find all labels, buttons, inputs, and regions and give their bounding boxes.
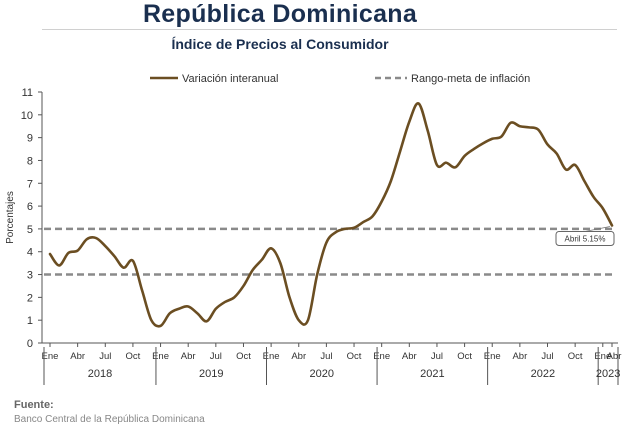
legend: Variación interanual Rango-meta de inflac…	[150, 73, 530, 85]
y-tick-label: 9	[27, 133, 33, 145]
year-label: 2018	[88, 368, 112, 380]
y-tick-label: 1	[27, 315, 33, 327]
y-tick-label: 6	[27, 201, 33, 213]
y-tick-label: 7	[27, 178, 33, 190]
x-tick-label: Jul	[431, 351, 443, 362]
year-label: 2020	[310, 368, 334, 380]
x-tick-label: Ene	[263, 351, 280, 362]
y-tick-label: 11	[22, 87, 33, 99]
x-tick-label: Ene	[152, 351, 169, 362]
target-band-lines	[44, 227, 612, 276]
annotation-leader	[584, 226, 611, 232]
x-tick-label: Oct	[347, 351, 362, 362]
y-tick-label: 4	[27, 247, 33, 259]
annotation-box	[555, 230, 615, 246]
series-layer	[48, 102, 614, 328]
y-tick-label: 3	[27, 270, 33, 282]
x-tick-label: Jul	[99, 351, 111, 362]
chart-subtitle: Índice de Precios al Consumidor	[171, 36, 389, 52]
line-chart: Variación interanual Rango-meta de inflac…	[5, 73, 622, 385]
year-label: 2022	[531, 368, 555, 380]
x-tick-label: Ene	[484, 351, 501, 362]
x-tick-label: Abr	[70, 351, 85, 362]
y-axis-title: Porcentajes	[5, 191, 16, 244]
x-tick-label: Oct	[568, 351, 583, 362]
x-tick-label: Jul	[210, 351, 222, 362]
x-tick-label: Oct	[236, 351, 251, 362]
x-tick-label: Abr	[402, 351, 417, 362]
x-tick-label: Ene	[42, 351, 59, 362]
x-tick-label: Abr	[181, 351, 196, 362]
x-tick-label: Abr	[291, 351, 306, 362]
year-label: 2023	[596, 368, 620, 380]
y-tick-label: 2	[27, 292, 33, 304]
legend-label-series: Variación interanual	[182, 73, 278, 85]
title-divider	[42, 29, 617, 30]
x-tick-label: Ene	[594, 351, 611, 362]
chart-title: República Dominicana	[142, 0, 418, 28]
annotation-label: Abril 5.15%	[565, 234, 606, 243]
x-tick-label: Jul	[320, 351, 332, 362]
y-tick-label: 10	[21, 110, 33, 122]
x-tick-label-last: Abr	[607, 351, 622, 362]
year-label: 2019	[199, 368, 223, 380]
series-line-variacion-interanual	[48, 102, 614, 328]
x-tick-label: Oct	[126, 351, 141, 362]
source-text: Banco Central de la República Dominicana	[14, 414, 205, 425]
y-tick-label: 0	[27, 338, 33, 350]
year-label: 2021	[420, 368, 444, 380]
y-tick-label: 5	[27, 224, 33, 236]
x-tick-label: Oct	[457, 351, 472, 362]
y-tick-label: 8	[27, 155, 33, 167]
x-tick-label: Ene	[373, 351, 390, 362]
legend-label-target: Rango-meta de inflación	[411, 73, 530, 85]
x-tick-label: Jul	[541, 351, 553, 362]
annotations: Abril 5.15%	[555, 226, 615, 246]
y-axis: 0 1 2 3 4 5 6 7 8 9 10 11 Porcentajes	[5, 87, 43, 350]
source-label: Fuente:	[14, 399, 54, 411]
x-tick-label: Abr	[512, 351, 527, 362]
x-axis: Ene Abr Jul Oct Ene Abr Jul Oct Ene Abr Jul Oct Ene A…	[42, 342, 622, 385]
